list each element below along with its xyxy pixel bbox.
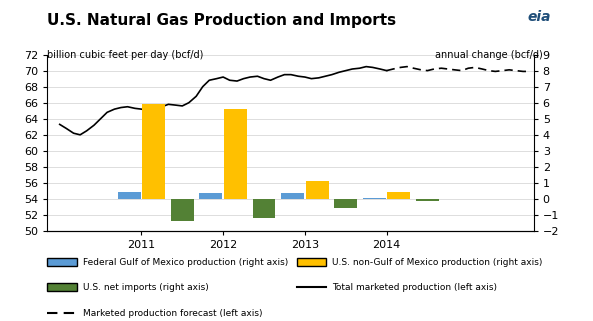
Bar <box>199 193 222 199</box>
Text: Total marketed production (left axis): Total marketed production (left axis) <box>332 283 497 292</box>
Text: Marketed production forecast (left axis): Marketed production forecast (left axis) <box>83 309 263 318</box>
Bar <box>253 199 276 218</box>
Text: U.S. non-Gulf of Mexico production (right axis): U.S. non-Gulf of Mexico production (righ… <box>332 258 543 267</box>
Bar <box>416 199 439 201</box>
Text: U.S. net imports (right axis): U.S. net imports (right axis) <box>83 283 209 292</box>
Bar <box>224 109 247 199</box>
Text: Federal Gulf of Mexico production (right axis): Federal Gulf of Mexico production (right… <box>83 258 288 267</box>
Bar <box>305 181 329 199</box>
Bar <box>334 199 357 208</box>
Text: U.S. Natural Gas Production and Imports: U.S. Natural Gas Production and Imports <box>47 13 397 28</box>
Text: billion cubic feet per day (bcf/d): billion cubic feet per day (bcf/d) <box>47 50 204 60</box>
Bar <box>142 104 165 199</box>
Bar <box>118 192 141 199</box>
Bar <box>387 192 410 199</box>
Bar <box>171 199 194 221</box>
Text: eia: eia <box>528 10 551 24</box>
Bar <box>281 193 304 199</box>
Bar <box>363 198 386 199</box>
Text: annual change (bcf/d): annual change (bcf/d) <box>435 50 543 60</box>
